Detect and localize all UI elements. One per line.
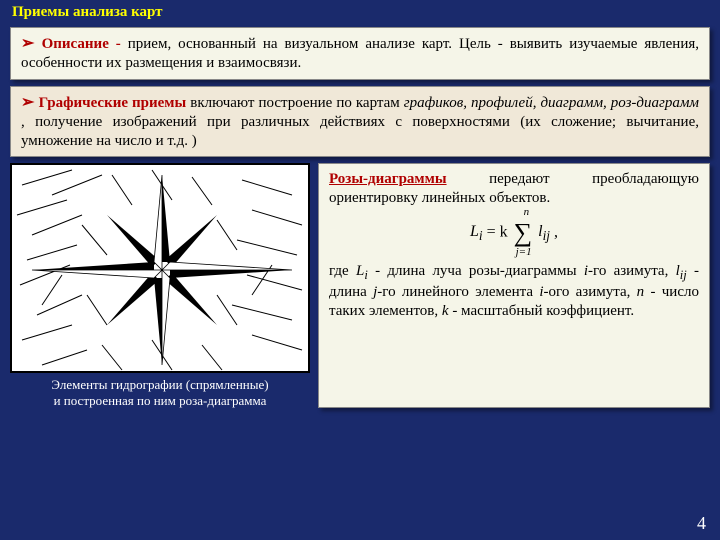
rose-heading: Розы-диаграммы [329,171,447,187]
formula: Li = k n ∑ j=1 lij , [329,218,699,248]
term-description: Описание - [42,36,128,52]
figure-container: Элементы гидрографии (спрямленные) и пос… [10,163,310,408]
bullet-icon: ➢ [21,35,42,52]
graphic-methods-block: ➢ Графические приемы включают построение… [10,86,710,158]
rose-explanation-block: Розы-диаграммы передают преобладающую ор… [318,163,710,408]
graphic-rest: , получение изображений при различных де… [21,114,699,149]
figure-caption: Элементы гидрографии (спрямленные) и пос… [10,377,310,408]
graphic-lead: включают построение по картам [190,95,404,111]
graphic-italics: графиков, профилей, диаграмм, роз-диагра… [404,95,699,111]
page-number: 4 [697,513,706,534]
page-title: Приемы анализа карт [0,0,720,25]
bullet-icon: ➢ [21,94,39,111]
term-graphic: Графические приемы [39,95,191,111]
rose-diagram-figure [10,163,310,373]
description-block: ➢ Описание - прием, основанный на визуал… [10,27,710,80]
